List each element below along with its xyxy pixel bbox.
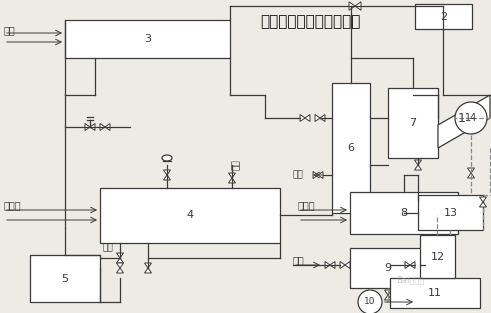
- Text: 放空: 放空: [232, 160, 241, 170]
- Polygon shape: [434, 220, 440, 225]
- Bar: [100, 188, 280, 243]
- Polygon shape: [318, 172, 323, 178]
- Text: 9: 9: [384, 263, 391, 273]
- Text: 5: 5: [61, 274, 69, 284]
- Polygon shape: [164, 175, 170, 180]
- Polygon shape: [480, 202, 487, 207]
- Polygon shape: [320, 115, 325, 121]
- Polygon shape: [313, 172, 318, 178]
- Polygon shape: [345, 261, 350, 269]
- Polygon shape: [438, 95, 490, 148]
- Circle shape: [455, 102, 487, 134]
- Polygon shape: [330, 261, 335, 269]
- Polygon shape: [340, 261, 345, 269]
- Text: 13: 13: [443, 208, 458, 218]
- Polygon shape: [116, 253, 124, 258]
- Polygon shape: [414, 165, 421, 170]
- Polygon shape: [116, 263, 124, 268]
- Polygon shape: [164, 170, 170, 175]
- Polygon shape: [116, 258, 124, 263]
- Polygon shape: [105, 124, 110, 131]
- Polygon shape: [467, 173, 474, 178]
- Bar: [65, 20, 230, 58]
- Bar: [388, 88, 438, 158]
- Text: 7: 7: [409, 118, 416, 128]
- Polygon shape: [384, 290, 391, 295]
- Text: 6: 6: [348, 143, 355, 153]
- Bar: [350, 192, 458, 234]
- Polygon shape: [228, 173, 236, 178]
- Polygon shape: [85, 124, 90, 131]
- Polygon shape: [144, 263, 152, 268]
- Polygon shape: [228, 178, 236, 183]
- Polygon shape: [410, 261, 415, 269]
- Ellipse shape: [162, 155, 172, 161]
- Text: 冷水: 冷水: [4, 25, 16, 35]
- Polygon shape: [116, 268, 124, 273]
- Text: 冷却水: 冷却水: [4, 200, 22, 210]
- Polygon shape: [384, 295, 391, 300]
- Circle shape: [358, 290, 382, 313]
- Polygon shape: [480, 197, 487, 202]
- Bar: [418, 195, 483, 230]
- Polygon shape: [414, 160, 421, 165]
- Text: 14: 14: [465, 113, 477, 123]
- Text: 2: 2: [440, 12, 447, 22]
- Polygon shape: [467, 168, 474, 173]
- Text: 放空: 放空: [293, 171, 304, 179]
- Text: 加油: 加油: [293, 255, 305, 265]
- Polygon shape: [355, 2, 361, 10]
- Polygon shape: [300, 115, 305, 121]
- Polygon shape: [315, 115, 320, 121]
- Text: 凯德利冷水机原理示意图: 凯德利冷水机原理示意图: [260, 14, 360, 29]
- Bar: [415, 4, 472, 29]
- Polygon shape: [325, 261, 330, 269]
- Bar: [350, 248, 425, 288]
- Text: 8: 8: [401, 208, 408, 218]
- Bar: [420, 235, 455, 278]
- Polygon shape: [349, 2, 355, 10]
- Text: 1: 1: [458, 111, 466, 125]
- Bar: [30, 255, 100, 302]
- Bar: [390, 278, 480, 308]
- Polygon shape: [144, 268, 152, 273]
- Text: 3: 3: [144, 34, 151, 44]
- Polygon shape: [434, 225, 440, 230]
- Text: 充氟: 充氟: [103, 244, 114, 253]
- Polygon shape: [405, 261, 410, 269]
- Polygon shape: [100, 124, 105, 131]
- Text: 4: 4: [187, 211, 193, 220]
- Text: Bai企查查: Bai企查查: [396, 275, 424, 285]
- Text: 11: 11: [428, 288, 442, 298]
- Bar: [332, 83, 370, 213]
- Text: 冷却水: 冷却水: [298, 200, 316, 210]
- Text: 12: 12: [431, 252, 444, 261]
- Polygon shape: [90, 124, 95, 131]
- Text: 10: 10: [364, 297, 376, 306]
- Polygon shape: [305, 115, 310, 121]
